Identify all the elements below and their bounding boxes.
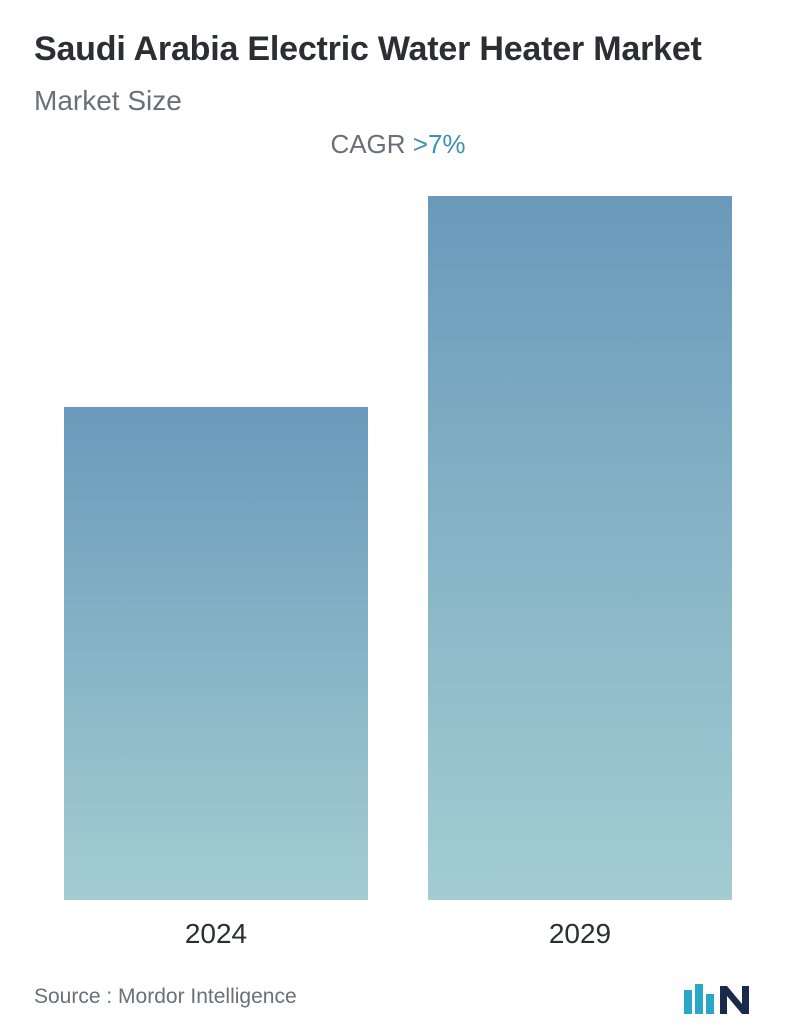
- cagr-label: CAGR: [330, 129, 412, 159]
- bars-region: [34, 196, 762, 901]
- chart-container: Saudi Arabia Electric Water Heater Marke…: [0, 0, 796, 1034]
- subtitle: Market Size: [34, 85, 762, 117]
- bar: [428, 196, 732, 901]
- bar-chart: 2024 2029: [34, 196, 762, 951]
- bar-wrap: [428, 196, 732, 901]
- x-axis-labels: 2024 2029: [34, 918, 762, 950]
- x-axis-label: 2029: [428, 918, 732, 950]
- x-axis-label: 2024: [64, 918, 368, 950]
- cagr-row: CAGR >7%: [34, 129, 762, 160]
- source-text: Source : Mordor Intelligence: [34, 985, 297, 1009]
- bar-wrap: [64, 196, 368, 901]
- brand-logo-icon: [684, 980, 758, 1014]
- cagr-value: >7%: [413, 129, 466, 159]
- page-title: Saudi Arabia Electric Water Heater Marke…: [34, 28, 762, 71]
- bar: [64, 407, 368, 900]
- footer: Source : Mordor Intelligence: [34, 980, 762, 1014]
